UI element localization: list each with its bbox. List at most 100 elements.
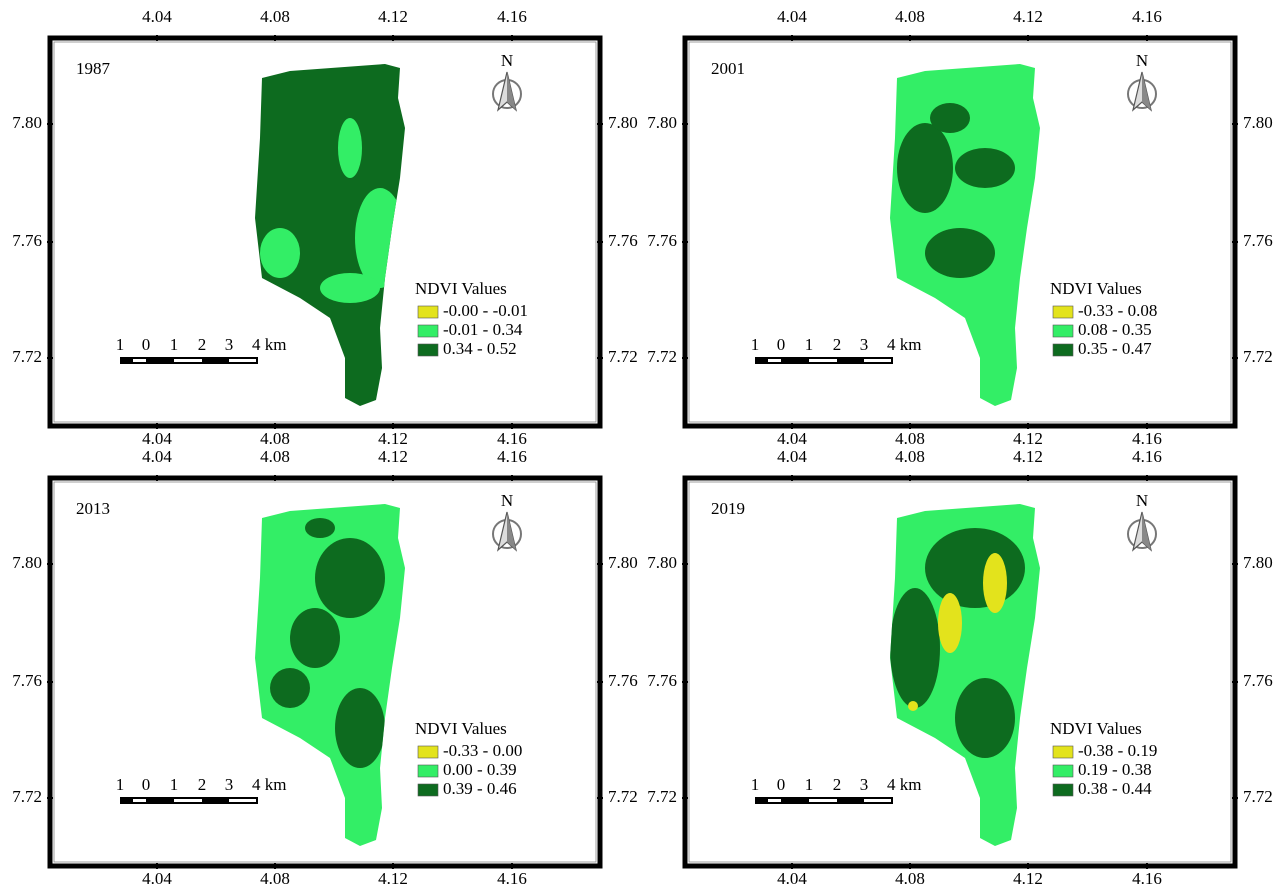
scale-label: 0 [777,775,786,794]
y-label-left: 7.72 [647,347,677,366]
scale-label: 3 [860,775,869,794]
legend-label: -0.00 - -0.01 [443,301,528,320]
scale-label: 3 [860,335,869,354]
y-label-right: 7.76 [1243,231,1273,250]
x-label-top: 4.04 [142,7,172,26]
legend-swatch [418,746,438,758]
ndvi-patch [320,273,380,303]
ndvi-patch [305,518,335,538]
scale-label: 1 [751,335,760,354]
scale-label: 1 [805,335,814,354]
scale-label: 2 [833,335,842,354]
y-label-right: 7.80 [1243,553,1273,572]
legend-swatch [418,325,438,337]
year-label: 2019 [711,499,745,518]
north-label: N [1136,491,1148,510]
ndvi-patch [925,228,995,278]
x-label-top: 4.12 [378,7,408,26]
legend-swatch [418,344,438,356]
legend-swatch [1053,746,1073,758]
y-label-left: 7.76 [647,231,677,250]
legend-label: -0.38 - 0.19 [1078,741,1157,760]
ndvi-patch [955,148,1015,188]
legend-label: 0.39 - 0.46 [443,779,517,798]
x-label-top: 4.08 [260,7,290,26]
ndvi-patch [260,228,300,278]
x-label-top: 4.04 [777,7,807,26]
x-label-top: 4.16 [497,447,527,466]
y-label-left: 7.72 [12,347,42,366]
year-label: 2013 [76,499,110,518]
ndvi-patch [890,588,940,708]
scale-bar-segment [809,359,837,362]
x-label-bottom: 4.16 [1132,869,1162,888]
scale-label: 3 [225,335,234,354]
scale-label: 4 km [252,335,286,354]
legend-swatch [1053,344,1073,356]
y-label-right: 7.72 [608,347,638,366]
x-label-bottom: 4.04 [142,429,172,448]
x-label-bottom: 4.16 [497,869,527,888]
scale-bar-segment [768,359,781,362]
scale-bar-segment [133,359,146,362]
y-label-left: 7.76 [647,671,677,690]
x-label-bottom: 4.16 [1132,429,1162,448]
scale-label: 2 [198,775,207,794]
legend-swatch [1053,306,1073,318]
scale-label: 4 km [887,335,921,354]
scale-bar-segment [229,799,256,802]
y-label-left: 7.72 [12,787,42,806]
year-label: 2001 [711,59,745,78]
x-label-bottom: 4.12 [1013,869,1043,888]
ndvi-patch [908,701,918,711]
x-label-top: 4.12 [1013,7,1043,26]
legend-label: 0.19 - 0.38 [1078,760,1152,779]
x-label-top: 4.16 [497,7,527,26]
x-label-top: 4.08 [895,7,925,26]
north-label: N [501,491,513,510]
x-label-bottom: 4.12 [1013,429,1043,448]
scale-bar-segment [768,799,781,802]
legend-label: 0.35 - 0.47 [1078,339,1152,358]
legend-title: NDVI Values [415,279,507,298]
x-label-bottom: 4.04 [142,869,172,888]
y-label-right: 7.72 [1243,347,1273,366]
legend-swatch [1053,325,1073,337]
y-label-left: 7.76 [12,231,42,250]
ndvi-patch [315,538,385,618]
scale-label: 2 [833,775,842,794]
ndvi-patch [930,103,970,133]
scale-label: 0 [142,775,151,794]
y-label-right: 7.72 [1243,787,1273,806]
scale-label: 0 [142,335,151,354]
y-label-right: 7.80 [1243,113,1273,132]
scale-label: 1 [116,775,125,794]
x-label-bottom: 4.12 [378,869,408,888]
north-label: N [501,51,513,70]
scale-label: 2 [198,335,207,354]
scale-bar-segment [864,799,891,802]
ndvi-patch [925,528,1025,608]
map-figure: 4.044.044.084.084.124.124.164.167.807.80… [0,0,1288,894]
legend-swatch [418,306,438,318]
y-label-left: 7.80 [647,553,677,572]
scale-bar-segment [229,359,256,362]
legend-swatch [418,765,438,777]
x-label-top: 4.04 [777,447,807,466]
y-label-left: 7.76 [12,671,42,690]
x-label-bottom: 4.08 [895,869,925,888]
scale-label: 1 [170,335,179,354]
x-label-top: 4.12 [1013,447,1043,466]
scale-bar-segment [809,799,837,802]
y-label-left: 7.80 [12,113,42,132]
ndvi-patch [338,118,362,178]
year-label: 1987 [76,59,111,78]
legend-label: -0.33 - 0.08 [1078,301,1157,320]
legend-label: 0.38 - 0.44 [1078,779,1152,798]
legend-label: -0.33 - 0.00 [443,741,522,760]
y-label-left: 7.80 [647,113,677,132]
x-label-bottom: 4.04 [777,869,807,888]
y-label-left: 7.80 [12,553,42,572]
